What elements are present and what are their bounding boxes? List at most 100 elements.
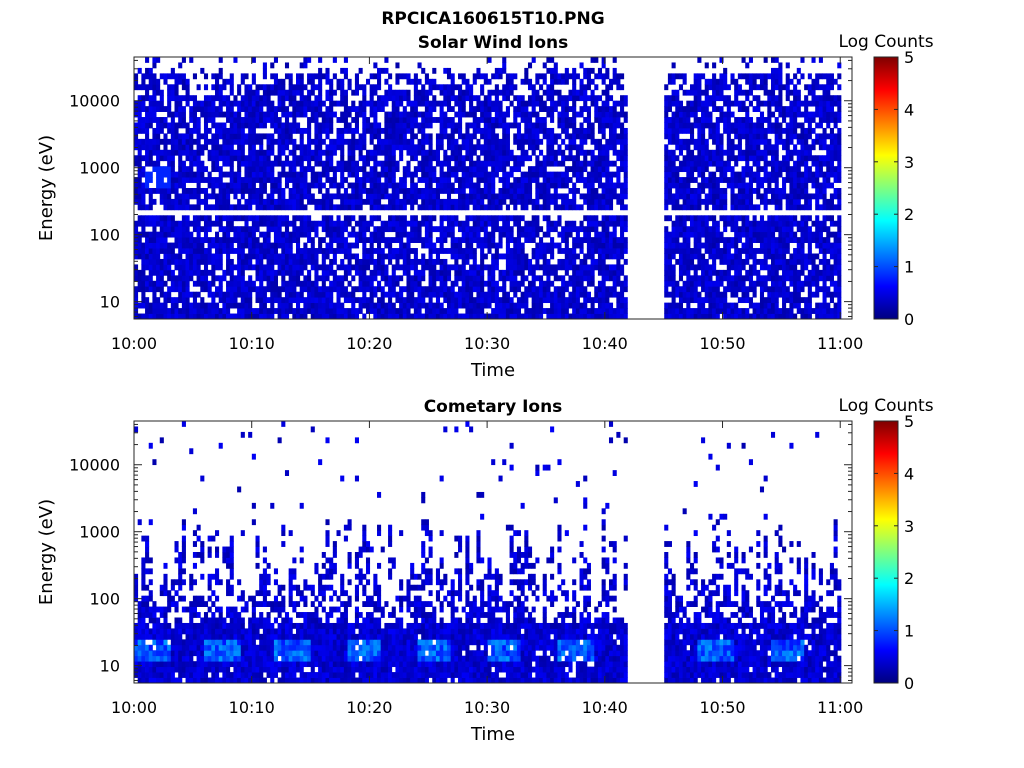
- heatmap-cell: [524, 177, 529, 183]
- heatmap-cell: [318, 177, 323, 183]
- heatmap-cell: [222, 297, 227, 304]
- heatmap-cell: [782, 237, 787, 243]
- heatmap-cell: [734, 144, 739, 151]
- heatmap-cell: [616, 220, 621, 227]
- heatmap-cell: [494, 291, 499, 298]
- heatmap-cell: [542, 198, 547, 205]
- heatmap-cell: [170, 242, 175, 249]
- heatmap-cell: [163, 220, 168, 227]
- heatmap-cell: [465, 280, 470, 287]
- heatmap-cell: [833, 248, 838, 254]
- heatmap-cell: [586, 248, 591, 254]
- heatmap-cell: [671, 193, 676, 200]
- heatmap-cell: [458, 188, 463, 194]
- heatmap-cell: [373, 264, 378, 271]
- heatmap-cell: [608, 133, 614, 140]
- heatmap-cell: [307, 237, 312, 243]
- heatmap-cell: [266, 177, 271, 183]
- heatmap-cell: [756, 149, 761, 156]
- heatmap-cell: [270, 242, 275, 249]
- heatmap-cell: [450, 144, 455, 151]
- heatmap-cell: [807, 297, 812, 304]
- heatmap-cell: [837, 198, 842, 205]
- heatmap-cell: [281, 286, 286, 293]
- heatmap-cell: [167, 182, 172, 189]
- heatmap-cell: [689, 220, 695, 227]
- heatmap-cell: [667, 264, 672, 271]
- heatmap-cell: [476, 308, 481, 314]
- heatmap-cell: [586, 280, 591, 287]
- heatmap-cell: [494, 253, 499, 260]
- heatmap-cell: [240, 149, 245, 156]
- heatmap-cell: [340, 138, 345, 145]
- heatmap-cell: [498, 149, 503, 156]
- heatmap-cell: [251, 286, 256, 293]
- heatmap-cell: [174, 313, 179, 320]
- heatmap-cell: [586, 269, 591, 276]
- heatmap-cell: [454, 188, 459, 194]
- heatmap-cell: [148, 220, 153, 227]
- heatmap-cell: [399, 308, 404, 314]
- heatmap-cell: [410, 193, 415, 200]
- heatmap-cell: [734, 253, 739, 260]
- heatmap-cell: [513, 275, 518, 282]
- heatmap-cell: [233, 127, 238, 134]
- heatmap-cell: [608, 286, 614, 293]
- heatmap-cell: [424, 193, 429, 200]
- heatmap-cell: [796, 188, 801, 194]
- heatmap-cell: [229, 166, 234, 173]
- heatmap-cell: [491, 253, 496, 260]
- heatmap-cell: [358, 166, 363, 173]
- heatmap-cell: [163, 138, 168, 145]
- heatmap-cell: [553, 160, 558, 167]
- heatmap-cell: [458, 193, 463, 200]
- heatmap-cell: [240, 144, 245, 151]
- heatmap-cell: [277, 160, 282, 167]
- heatmap-cell: [244, 280, 249, 287]
- heatmap-cell: [340, 144, 345, 151]
- heatmap-cell: [262, 215, 267, 222]
- heatmap-cell: [454, 253, 459, 260]
- heatmap-cell: [472, 149, 477, 156]
- heatmap-cell: [759, 280, 765, 287]
- heatmap-cell: [351, 286, 356, 293]
- heatmap-cell: [395, 204, 400, 211]
- heatmap-cell: [314, 297, 319, 304]
- heatmap-cell: [476, 198, 481, 205]
- heatmap-cell: [527, 182, 533, 189]
- heatmap-cell: [325, 177, 330, 183]
- heatmap-cell: [288, 127, 293, 134]
- heatmap-cell: [730, 144, 735, 151]
- heatmap-cell: [712, 258, 717, 265]
- heatmap-cell: [800, 297, 805, 304]
- heatmap-cell: [391, 248, 396, 254]
- heatmap-cell: [686, 291, 691, 298]
- heatmap-cell: [251, 133, 256, 140]
- heatmap-cell: [778, 160, 783, 167]
- heatmap-cell: [362, 264, 367, 271]
- heatmap-cell: [605, 182, 610, 189]
- heatmap-cell: [505, 204, 510, 211]
- heatmap-cell: [752, 160, 757, 167]
- heatmap-cell: [748, 198, 753, 205]
- heatmap-cell: [539, 291, 544, 298]
- heatmap-cell: [774, 144, 779, 151]
- heatmap-cell: [741, 242, 746, 249]
- heatmap-cell: [277, 253, 282, 260]
- heatmap-cell: [237, 182, 242, 189]
- heatmap-cell: [612, 280, 617, 287]
- heatmap-cell: [203, 226, 209, 233]
- heatmap-cell: [465, 138, 470, 145]
- heatmap-cell: [730, 242, 735, 249]
- heatmap-cell: [222, 127, 227, 134]
- heatmap-cell: [218, 188, 223, 194]
- heatmap-cell: [240, 226, 245, 233]
- heatmap-cell: [207, 308, 212, 314]
- heatmap-cell: [818, 242, 823, 249]
- heatmap-cell: [454, 171, 459, 178]
- heatmap-cell: [667, 166, 672, 173]
- heatmap-cell: [399, 149, 404, 156]
- heatmap-cell: [704, 182, 709, 189]
- heatmap-cell: [284, 248, 290, 254]
- heatmap-cell: [384, 160, 389, 167]
